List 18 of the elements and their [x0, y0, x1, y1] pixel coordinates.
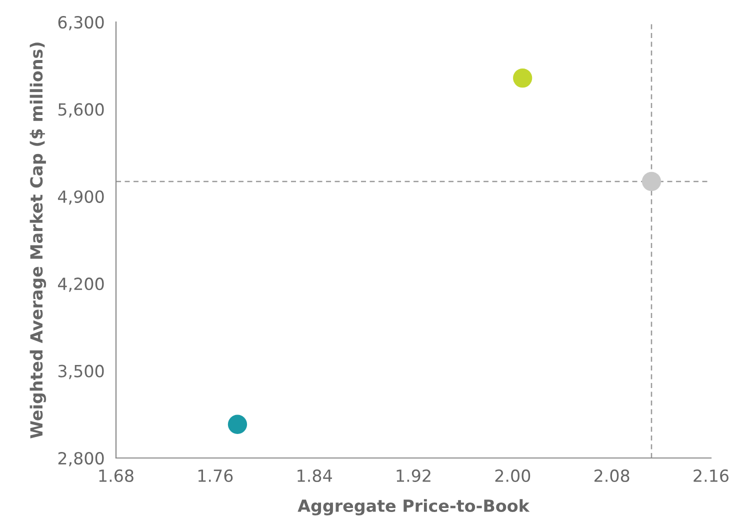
point: [228, 414, 248, 434]
x-tick-label: 2.08: [594, 469, 630, 482]
x-axis-title: Aggregate Price-to-Book: [298, 499, 530, 516]
y-tick-label: 4,200: [58, 278, 104, 292]
point: [513, 68, 532, 88]
x-tick-label: 2.00: [495, 469, 530, 482]
x-tick-label: 1.68: [99, 469, 134, 482]
y-axis-title: Weighted Average Market Cap ($ millions): [30, 42, 46, 438]
y-tick-label: 3,500: [58, 364, 104, 380]
y-tick-label: 5,600: [58, 103, 104, 118]
x-tick-label: 1.92: [396, 469, 430, 482]
x-tick-label: 2.16: [694, 469, 729, 482]
y-tick-label: 2,800: [58, 452, 104, 466]
y-tick-label: 6,300: [58, 16, 104, 30]
y-tick-label: 4,900: [58, 190, 104, 205]
x-tick-label: 1.84: [298, 469, 332, 482]
x-tick-label: 1.76: [198, 469, 233, 482]
point: [642, 172, 662, 192]
